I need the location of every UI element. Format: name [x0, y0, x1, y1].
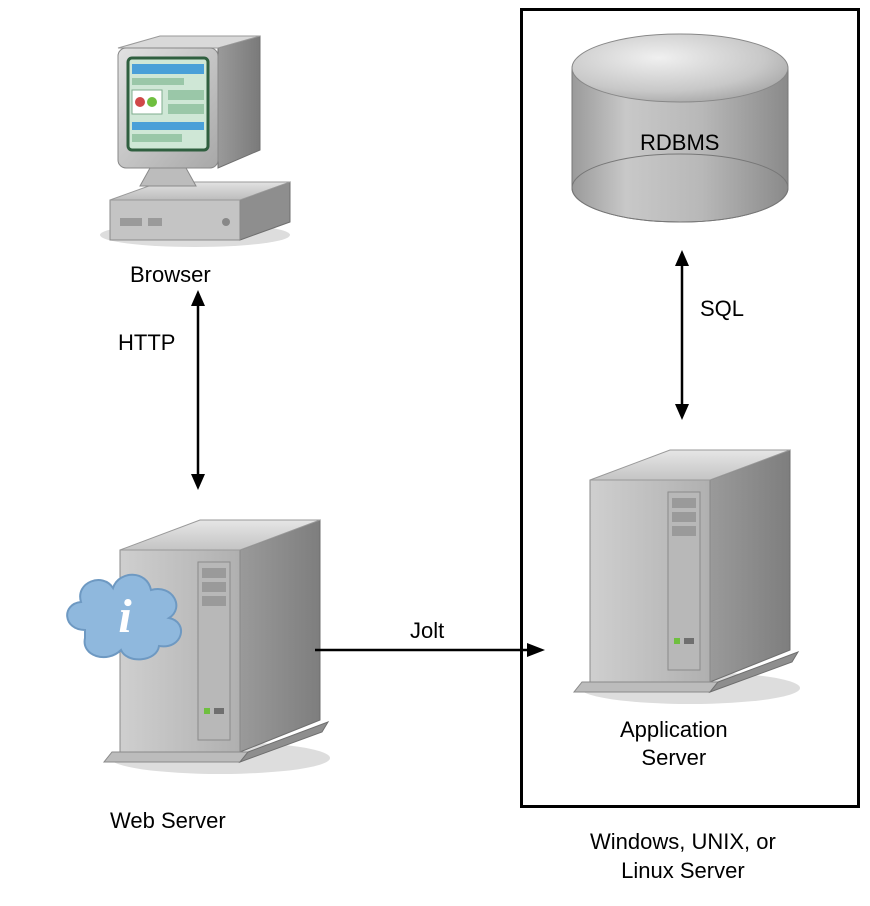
svg-text:i: i [118, 590, 132, 643]
jolt-label: Jolt [408, 618, 446, 644]
http-label: HTTP [118, 330, 175, 356]
sql-arrow [672, 250, 692, 420]
browser-computer-icon [90, 30, 300, 250]
rdbms-label: RDBMS [640, 130, 719, 156]
browser-label: Browser [130, 262, 211, 288]
application-server-label: Application Server [620, 716, 728, 771]
http-arrow [188, 290, 208, 490]
application-server-icon [560, 430, 780, 690]
diagram-stage: i [0, 0, 870, 906]
info-cloud-icon: i [55, 560, 195, 670]
server-os-label: Windows, UNIX, or Linux Server [590, 828, 776, 885]
web-server-label: Web Server [110, 808, 226, 834]
sql-label: SQL [700, 296, 744, 322]
